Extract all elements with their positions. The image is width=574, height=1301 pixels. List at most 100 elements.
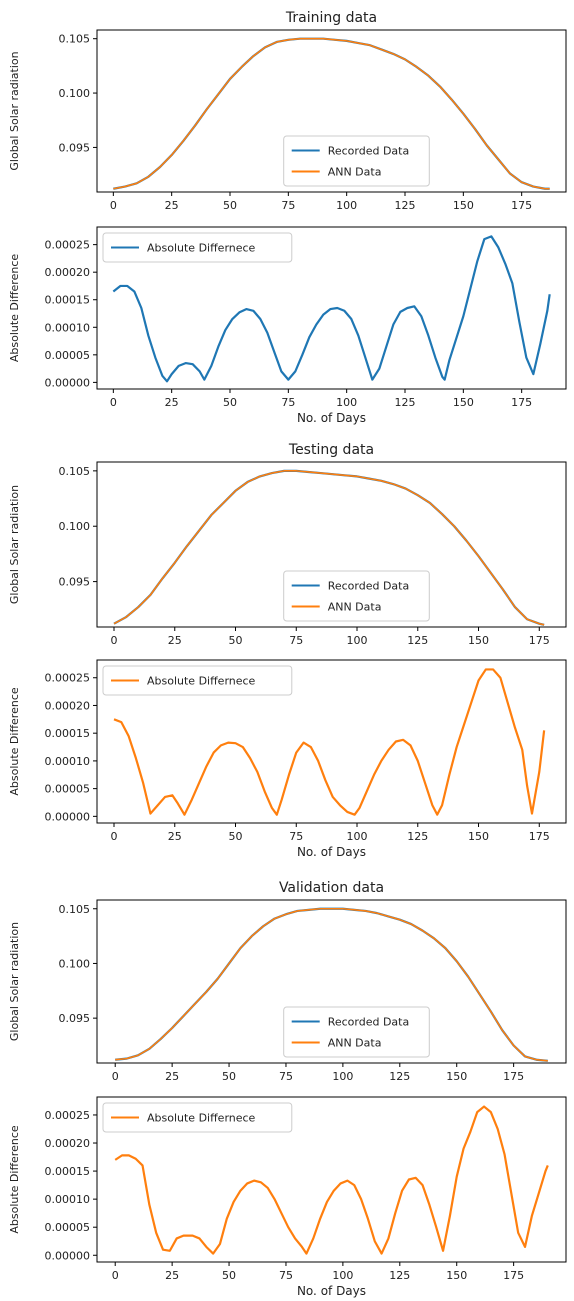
y-tick-label: 0.00005 (45, 783, 91, 796)
x-tick-label: 75 (279, 1269, 293, 1282)
legend-box (102, 1102, 293, 1133)
chart-3: Testing data 0 25 50 75 100 125 150 175 0.095 0.10… (8, 442, 567, 647)
y-tick-label: 0.00000 (45, 1249, 91, 1262)
series-line-1 (113, 668, 546, 816)
chart-1: Training data 0 25 50 75 100 125 150 175 0.095 0.1… (8, 10, 567, 212)
series-line-2 (113, 470, 545, 626)
x-tick-label: 175 (529, 634, 550, 647)
legend-box (102, 665, 293, 696)
x-axis-label: No. of Days (297, 1284, 366, 1298)
x-tick-label: 0 (110, 199, 117, 212)
x-tick-label: 25 (168, 830, 182, 843)
x-tick-label: 50 (229, 830, 243, 843)
y-tick-label: 0.00015 (45, 294, 91, 307)
x-tick-label: 25 (165, 1070, 179, 1083)
x-tick-label: 75 (281, 396, 295, 409)
chart-5: Validation data 0 25 50 75 100 125 150 175 0.095 0… (8, 880, 567, 1083)
legend-box (283, 1006, 430, 1058)
legend-label: Recorded Data (328, 580, 410, 593)
x-tick-label: 125 (395, 396, 416, 409)
x-tick-label: 125 (389, 1269, 410, 1282)
legend-box (283, 570, 430, 622)
axes-frame (96, 659, 567, 824)
legend-box (102, 232, 293, 263)
y-tick-label: 0.00015 (45, 727, 91, 740)
x-tick-label: 50 (222, 1269, 236, 1282)
series-line-1 (112, 235, 551, 383)
x-tick-label: 0 (111, 634, 118, 647)
x-tick-label: 125 (407, 634, 428, 647)
y-tick-label: 0.105 (59, 465, 91, 478)
legend: Absolute Differnece (102, 232, 293, 263)
legend: Recorded Data ANN Data (283, 1006, 430, 1058)
chart-title: Training data (285, 10, 377, 26)
legend: Absolute Differnece (102, 1102, 293, 1133)
x-tick-label: 50 (229, 634, 243, 647)
x-tick-label: 50 (223, 199, 237, 212)
legend-label: Recorded Data (328, 1016, 410, 1029)
legend: Recorded Data ANN Data (283, 135, 430, 187)
chart-title: Testing data (288, 442, 374, 458)
chart-title: Validation data (279, 880, 384, 896)
x-tick-label: 75 (281, 199, 295, 212)
legend-label: Absolute Differnece (147, 675, 256, 688)
x-axis-label: No. of Days (297, 845, 366, 859)
y-tick-label: 0.00020 (45, 1137, 91, 1150)
x-tick-label: 150 (453, 396, 474, 409)
y-tick-label: 0.00005 (45, 349, 91, 362)
x-tick-label: 50 (222, 1070, 236, 1083)
x-tick-label: 25 (165, 396, 179, 409)
x-tick-label: 175 (503, 1269, 524, 1282)
x-tick-label: 125 (407, 830, 428, 843)
y-tick-label: 0.095 (59, 141, 91, 154)
y-tick-label: 0.100 (59, 87, 91, 100)
y-tick-label: 0.00025 (45, 672, 91, 685)
x-tick-label: 75 (279, 1070, 293, 1083)
x-tick-label: 100 (336, 396, 357, 409)
x-tick-label: 150 (468, 634, 489, 647)
series-line-1 (114, 1105, 549, 1255)
y-tick-label: 0.105 (59, 903, 91, 916)
x-tick-label: 50 (223, 396, 237, 409)
legend-label: ANN Data (328, 601, 382, 614)
x-tick-label: 25 (165, 199, 179, 212)
x-tick-label: 100 (336, 199, 357, 212)
series-line-2 (115, 907, 548, 1062)
x-tick-label: 0 (112, 1269, 119, 1282)
x-tick-label: 0 (111, 830, 118, 843)
axes-frame (96, 461, 567, 628)
x-tick-label: 175 (511, 396, 532, 409)
y-axis-label: Absolute Difference (8, 1125, 21, 1234)
x-tick-label: 75 (289, 634, 303, 647)
chart-6: 0 25 50 75 100 125 150 175 0.00000 0.00005 0.00010… (8, 1096, 567, 1298)
legend: Recorded Data ANN Data (283, 570, 430, 622)
x-tick-label: 25 (168, 634, 182, 647)
x-tick-label: 175 (529, 830, 550, 843)
y-tick-label: 0.00020 (45, 699, 91, 712)
legend-label: ANN Data (328, 166, 382, 179)
x-tick-label: 100 (332, 1070, 353, 1083)
legend: Absolute Differnece (102, 665, 293, 696)
axes-frame (96, 29, 567, 193)
x-tick-label: 0 (110, 396, 117, 409)
y-tick-label: 0.095 (59, 1012, 91, 1025)
y-tick-label: 0.00020 (45, 266, 91, 279)
x-tick-label: 75 (289, 830, 303, 843)
x-axis-label: No. of Days (297, 411, 366, 425)
series-line-2 (113, 37, 550, 190)
x-tick-label: 100 (347, 830, 368, 843)
x-tick-label: 150 (453, 199, 474, 212)
x-tick-label: 150 (446, 1070, 467, 1083)
y-tick-label: 0.00025 (45, 239, 91, 252)
legend-box (283, 135, 430, 187)
y-axis-label: Absolute Difference (8, 687, 21, 796)
legend-label: Recorded Data (328, 145, 410, 158)
legend-label: Absolute Differnece (147, 242, 256, 255)
axes-frame (96, 1096, 567, 1263)
y-tick-label: 0.00010 (45, 1193, 91, 1206)
y-tick-label: 0.00015 (45, 1165, 91, 1178)
x-tick-label: 0 (112, 1070, 119, 1083)
x-tick-label: 175 (511, 199, 532, 212)
y-axis-label: Absolute Difference (8, 254, 21, 363)
x-tick-label: 125 (395, 199, 416, 212)
